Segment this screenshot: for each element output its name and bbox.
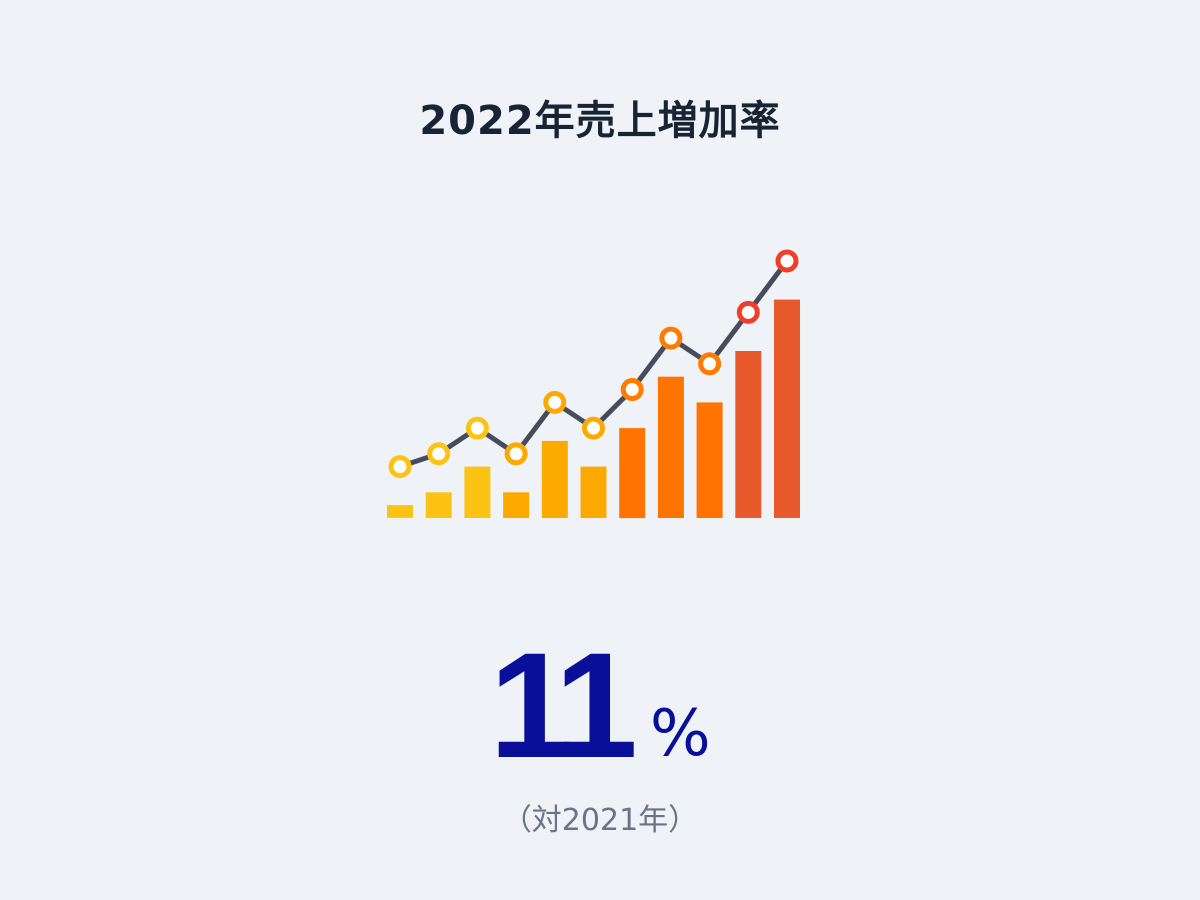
bar-7: [619, 428, 646, 519]
trend-point-3: [465, 416, 489, 440]
bar-3: [464, 466, 491, 518]
bar-11: [774, 299, 800, 518]
stat-note: （対2021年）: [501, 803, 699, 838]
stat-value: 11: [489, 621, 638, 789]
trend-point-7: [620, 378, 644, 401]
bar-6: [580, 466, 607, 518]
bar-1: [387, 505, 413, 518]
bar-9: [696, 402, 723, 518]
bar-10: [735, 351, 762, 518]
trend-point-1: [388, 455, 412, 479]
bar-5: [541, 440, 568, 518]
bar-4: [503, 492, 530, 518]
growth-stat: 11%: [0, 630, 1200, 780]
bar-2: [425, 492, 452, 518]
trend-point-6: [582, 416, 605, 440]
chart-svg: [387, 249, 800, 519]
trend-point-8: [659, 326, 683, 350]
growth-chart: [370, 230, 820, 530]
trend-point-5: [543, 390, 567, 414]
trend-point-10: [736, 300, 760, 324]
bar-8: [657, 376, 684, 518]
chart-title: 2022年売上増加率: [419, 98, 781, 144]
trend-point-2: [427, 442, 451, 466]
stat-unit: %: [649, 697, 711, 771]
trend-point-4: [504, 442, 528, 466]
trend-point-11: [775, 249, 799, 273]
trend-point-9: [698, 352, 722, 376]
